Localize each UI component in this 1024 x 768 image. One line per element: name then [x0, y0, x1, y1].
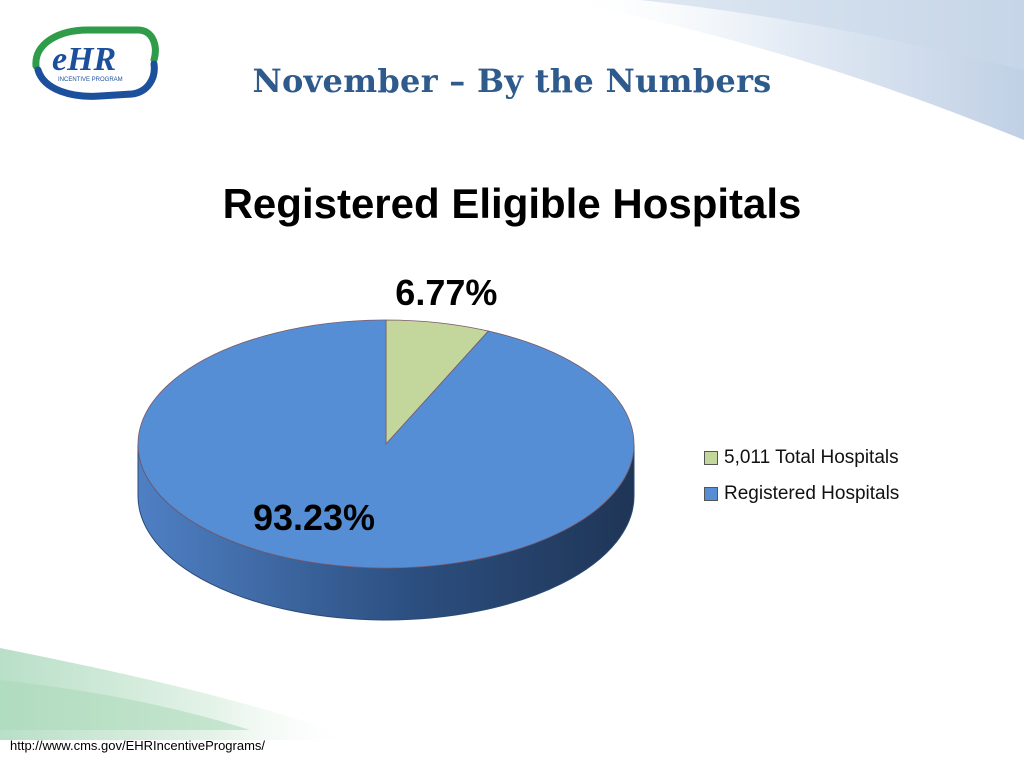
legend-item-1: Registered Hospitals [704, 476, 899, 512]
ehr-logo: eHR INCENTIVE PROGRAM [28, 26, 160, 100]
data-labels: 6.77% 93.23% [253, 272, 497, 538]
logo-subtext: INCENTIVE PROGRAM [58, 77, 123, 83]
logo-text: eHR [52, 41, 116, 78]
chart-legend: 5,011 Total Hospitals Registered Hospital… [704, 440, 899, 512]
pie-slices [137, 319, 635, 621]
pie-slice-1 [137, 319, 635, 569]
legend-label: 5,011 Total Hospitals [724, 447, 899, 468]
slide-title: November – By the Numbers [252, 62, 772, 100]
legend-label: Registered Hospitals [724, 483, 900, 504]
legend-swatch [704, 487, 718, 501]
legend-item-0: 5,011 Total Hospitals [704, 440, 899, 476]
footer-url[interactable]: http://www.cms.gov/EHRIncentivePrograms/ [10, 738, 266, 753]
ehr-logo-mark: eHR INCENTIVE PROGRAM [32, 26, 159, 100]
legend-swatch [704, 451, 718, 465]
data-label-1: 93.23% [253, 497, 375, 538]
pie-slice-0 [385, 319, 490, 446]
data-label-0: 6.77% [395, 272, 497, 313]
chart-title: Registered Eligible Hospitals [223, 180, 802, 227]
